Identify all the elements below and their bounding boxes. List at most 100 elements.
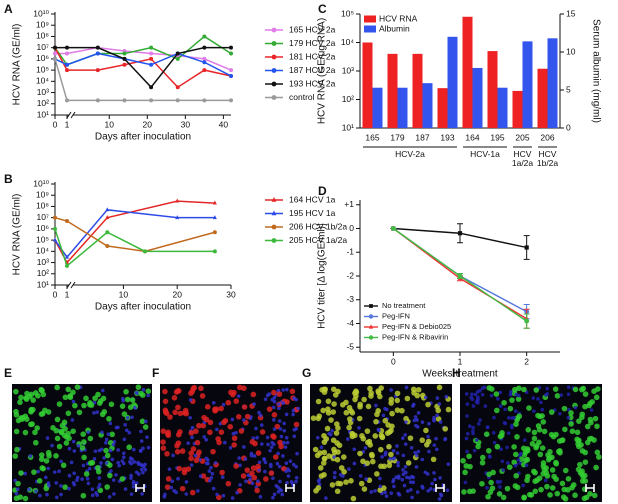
cell (211, 486, 216, 491)
cell (346, 404, 353, 411)
y-tick-label: 10⁸ (36, 201, 49, 211)
bar (447, 36, 458, 128)
cell (143, 462, 147, 467)
cell (576, 418, 582, 424)
cell (70, 418, 75, 422)
cell (79, 445, 86, 451)
legend-marker (368, 324, 374, 329)
cell (121, 451, 126, 456)
data-point (105, 207, 110, 212)
data-point (53, 45, 57, 50)
cell (493, 391, 500, 397)
cell (586, 402, 592, 409)
cell (478, 418, 482, 422)
cell (420, 484, 424, 489)
cell (123, 388, 129, 395)
cell (566, 415, 571, 420)
cell (71, 399, 76, 404)
cell (249, 439, 256, 445)
cell (198, 474, 203, 478)
y-tick-label: 10¹ (342, 122, 354, 132)
cell (341, 454, 347, 460)
cell (27, 487, 31, 492)
cell (485, 447, 492, 454)
cell (291, 462, 296, 467)
cell (544, 483, 550, 490)
cell (213, 461, 218, 465)
cell (540, 419, 547, 425)
cell (432, 417, 436, 422)
cell (549, 454, 555, 461)
x-tick-label: 0 (391, 356, 396, 366)
cell (248, 477, 252, 482)
cell (404, 385, 409, 390)
cell (119, 403, 126, 409)
data-point (105, 230, 110, 235)
cell (443, 436, 448, 441)
cell (352, 461, 357, 466)
cell (270, 397, 275, 402)
cell (65, 410, 72, 417)
cell (164, 484, 171, 490)
cell (333, 430, 340, 436)
cell (38, 456, 45, 463)
cell (364, 428, 371, 434)
cell (509, 390, 513, 394)
cell (415, 490, 420, 494)
cell (367, 385, 373, 392)
data-point (53, 226, 57, 231)
cell (496, 396, 500, 401)
cell (377, 393, 383, 400)
legend-label: 205 HCV 1a/2a (289, 235, 347, 245)
cell (231, 442, 237, 448)
cell (282, 441, 286, 445)
cell (591, 492, 598, 499)
cell (95, 391, 101, 398)
data-point (53, 215, 57, 220)
cell (520, 445, 527, 452)
data-point (457, 231, 463, 236)
cell (475, 438, 479, 442)
cell (388, 427, 394, 434)
x-tick-label: 193 (440, 132, 454, 142)
data-point (524, 318, 530, 324)
cell (296, 406, 300, 411)
cell (416, 411, 421, 415)
cell (57, 469, 61, 474)
axis-break (66, 111, 72, 119)
cell (274, 423, 281, 430)
cell (46, 452, 52, 459)
cell (577, 461, 583, 468)
cell (220, 475, 225, 479)
cell (283, 445, 288, 449)
cell (462, 469, 468, 476)
cell (532, 409, 536, 413)
cell (491, 431, 496, 435)
cell (409, 446, 414, 450)
cell (198, 385, 204, 392)
data-point (105, 243, 110, 248)
cell (85, 476, 90, 481)
cell (486, 385, 493, 391)
cell (271, 495, 275, 500)
data-point (229, 73, 233, 78)
panel-letter: D (318, 184, 327, 198)
cell (368, 390, 375, 396)
cell (218, 405, 224, 412)
cell (263, 469, 267, 474)
data-point (65, 45, 69, 50)
cell (100, 430, 104, 435)
data-point (202, 98, 207, 103)
cell (386, 462, 393, 469)
cell (388, 457, 392, 461)
cell (167, 414, 173, 420)
cell (234, 430, 238, 435)
cell (470, 397, 475, 402)
cell (553, 459, 559, 466)
cell (526, 405, 532, 411)
cell (477, 422, 481, 426)
cell (38, 411, 45, 417)
legend-label: No treatment (382, 301, 426, 310)
cell (107, 495, 112, 499)
cell (124, 428, 129, 433)
